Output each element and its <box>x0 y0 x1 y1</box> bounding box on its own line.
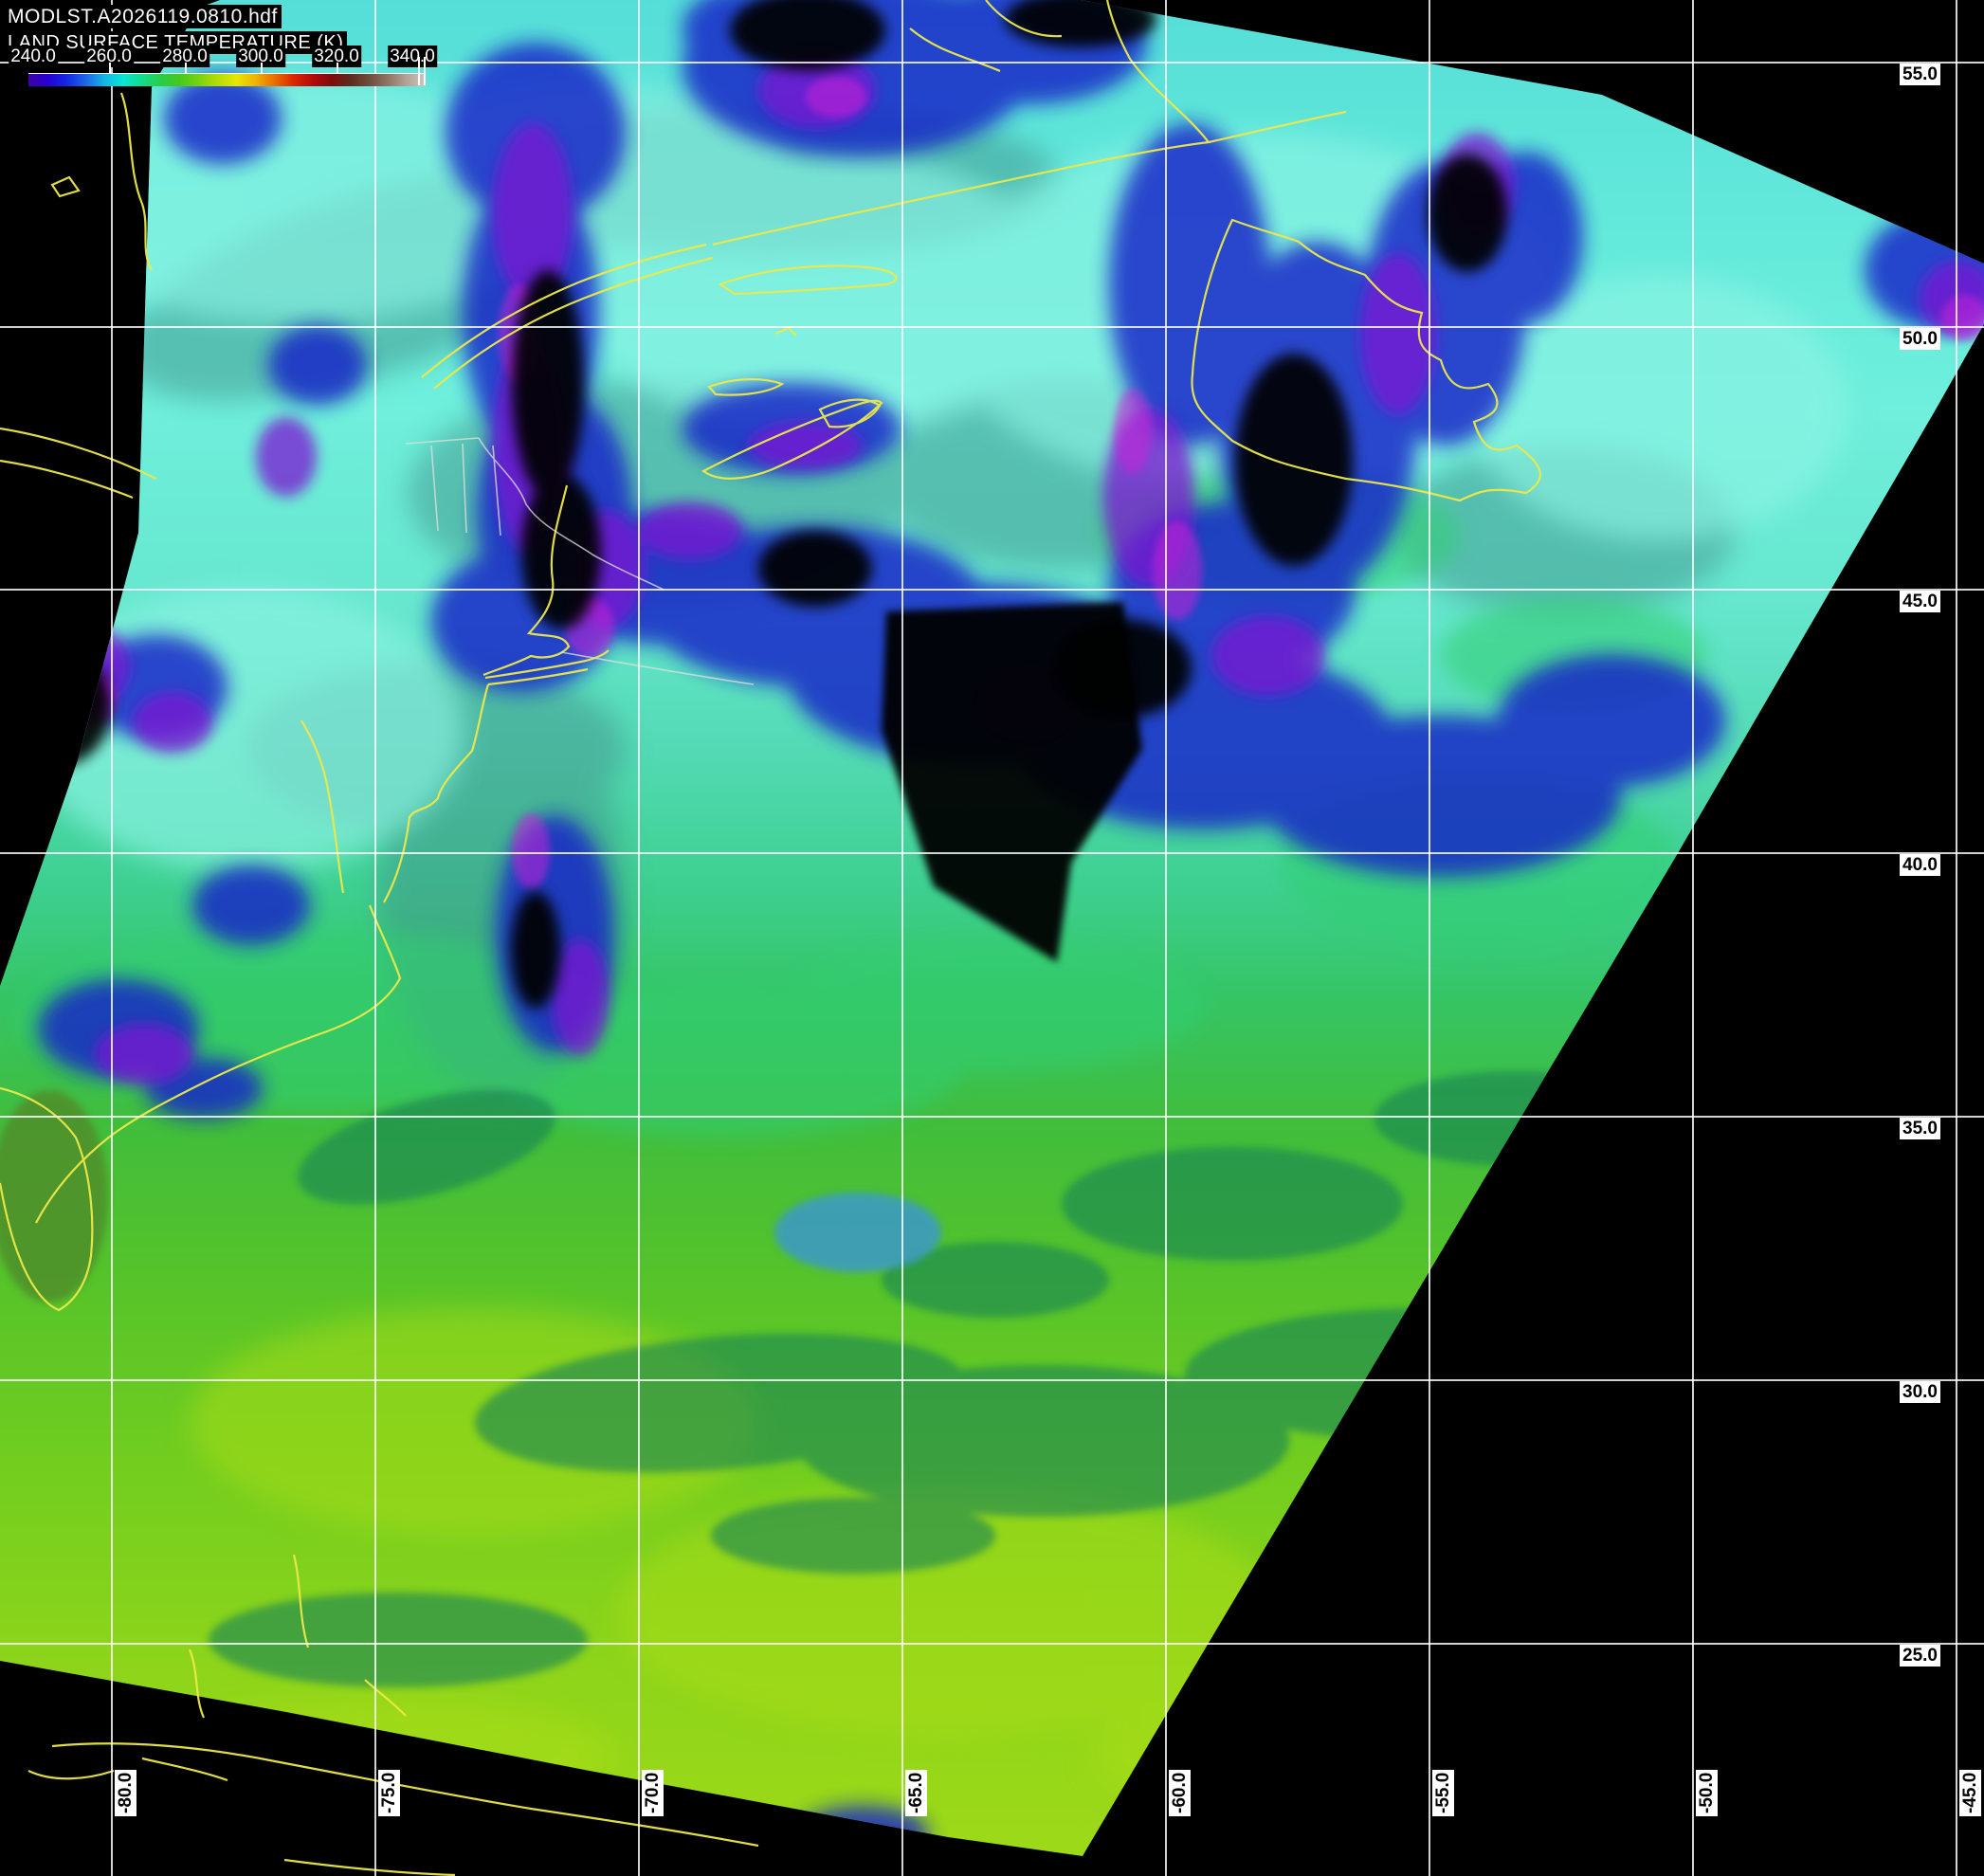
small-lake <box>50 175 81 198</box>
longitude-label: -50.0 <box>1696 1769 1718 1816</box>
temperature-colorbar <box>28 73 426 86</box>
us-canada-border <box>478 437 664 591</box>
colorbar-tick-mark <box>337 63 338 74</box>
longitude-gridline <box>901 0 903 1876</box>
latitude-label: 50.0 <box>1900 328 1940 350</box>
latitude-label: 55.0 <box>1900 64 1940 85</box>
chesapeake-bay <box>300 719 345 894</box>
quebec-north-shore <box>712 0 1211 246</box>
longitude-gridline <box>374 0 376 1876</box>
black-cloud-cores <box>12 0 1507 1009</box>
latitude-gridline <box>0 589 1984 591</box>
colorbar-tick-mark <box>261 63 263 74</box>
maritime-border <box>560 651 755 685</box>
new-england-coast <box>482 484 571 677</box>
no-data-notch <box>882 602 1142 962</box>
coastlines <box>0 0 1541 1876</box>
colorbar-tick-mark <box>185 63 187 74</box>
latitude-label: 30.0 <box>1900 1381 1940 1403</box>
colorbar-tick-mark <box>109 63 111 74</box>
longitude-label: -75.0 <box>378 1769 400 1816</box>
anticosti-island <box>718 264 898 296</box>
colorbar-tick-label: 260.0 <box>84 46 134 67</box>
cuba-north-coast <box>51 1742 759 1848</box>
longitude-label: -55.0 <box>1432 1769 1454 1816</box>
great-lakes-coast <box>119 92 153 271</box>
prince-edward-island <box>707 377 785 396</box>
steel-blue-patch <box>774 1193 941 1272</box>
longitude-label: -45.0 <box>1959 1769 1981 1816</box>
latitude-label: 25.0 <box>1900 1645 1940 1667</box>
colorbar-tick-label: 280.0 <box>160 46 209 67</box>
longitude-gridline <box>1429 0 1430 1876</box>
lake-ontario-north <box>0 427 157 480</box>
longitude-label: -70.0 <box>642 1769 664 1816</box>
mid-atlantic-coast <box>383 683 490 903</box>
border-segment <box>405 437 480 445</box>
colorbar-tick-label: 320.0 <box>312 46 361 67</box>
latitude-gridline <box>0 62 1984 64</box>
longitude-gridline <box>111 0 113 1876</box>
colorbar-end-tick <box>424 57 426 85</box>
nova-scotia <box>701 399 883 480</box>
cuba-south-coast <box>27 1769 456 1876</box>
colorbar-end-tick <box>418 57 420 85</box>
longitude-label: -65.0 <box>905 1769 927 1816</box>
longitude-gridline <box>1692 0 1694 1876</box>
state-borders <box>430 443 501 537</box>
political-boundaries <box>405 437 755 685</box>
colorbar-tick-label: 340.0 <box>388 46 437 67</box>
latitude-label: 45.0 <box>1900 591 1940 612</box>
magdalen-islands <box>774 326 797 337</box>
st-lawrence-north <box>421 243 707 378</box>
latitude-label: 35.0 <box>1900 1118 1940 1139</box>
latitude-label: 40.0 <box>1900 854 1940 876</box>
long-island <box>484 649 610 686</box>
latitude-gridline <box>0 326 1984 328</box>
lake-ontario-south <box>0 459 134 500</box>
florida-coast <box>0 1086 94 1312</box>
colorbar-tick-label: 240.0 <box>9 46 58 67</box>
southeast-coast <box>35 904 402 1224</box>
latitude-gridline <box>0 1643 1984 1645</box>
labrador-inlets <box>909 0 1063 73</box>
colorbar-tick-label: 300.0 <box>236 46 285 67</box>
latitude-gridline <box>0 1116 1984 1118</box>
longitude-label: -60.0 <box>1169 1769 1191 1816</box>
labrador-coast <box>1208 110 1347 144</box>
st-lawrence-south <box>433 256 714 390</box>
newfoundland <box>1191 218 1541 502</box>
bahamas-islands <box>141 1554 407 1782</box>
latitude-gridline <box>0 1379 1984 1381</box>
longitude-label: -80.0 <box>115 1769 137 1816</box>
longitude-gridline <box>638 0 640 1876</box>
latitude-gridline <box>0 852 1984 854</box>
longitude-gridline <box>1165 0 1167 1876</box>
filename-title: MODLST.A2026119.0810.hdf <box>4 5 282 28</box>
longitude-gridline <box>1956 0 1957 1876</box>
